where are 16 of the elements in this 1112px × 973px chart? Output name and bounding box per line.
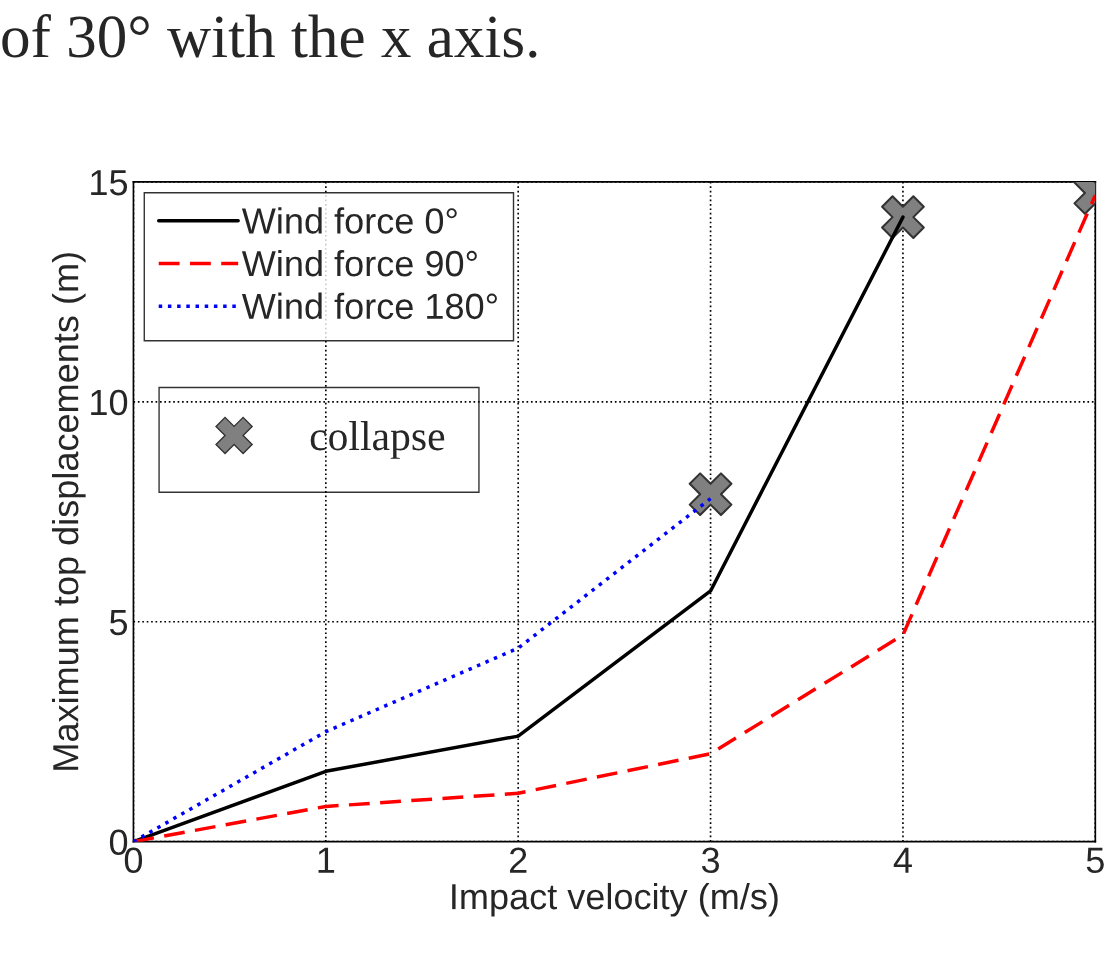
y-tick-label: 10 — [91, 389, 128, 416]
legend-label: Wind force 180° — [241, 292, 497, 320]
x-tick-label: 1 — [318, 847, 335, 873]
y-tick-label: 15 — [91, 170, 128, 196]
x-axis-title: Impact velocity (m/s) — [452, 882, 778, 917]
y-tick-label: 5 — [109, 609, 128, 636]
legend-label: Wind force 90° — [241, 249, 477, 277]
line-series — [133, 496, 713, 842]
x-tick-label: 3 — [701, 847, 720, 874]
x-tick-label: 5 — [1086, 847, 1104, 874]
x-tick-label: 2 — [509, 847, 527, 873]
text: of 30° with the x axis. — [2, 13, 537, 58]
legend-label: collapse — [310, 421, 445, 459]
legend-label: Wind force 0° — [241, 207, 457, 234]
x-tick-label: 4 — [893, 847, 912, 873]
y-axis-title: Maximum top displacements (m) — [51, 253, 86, 770]
